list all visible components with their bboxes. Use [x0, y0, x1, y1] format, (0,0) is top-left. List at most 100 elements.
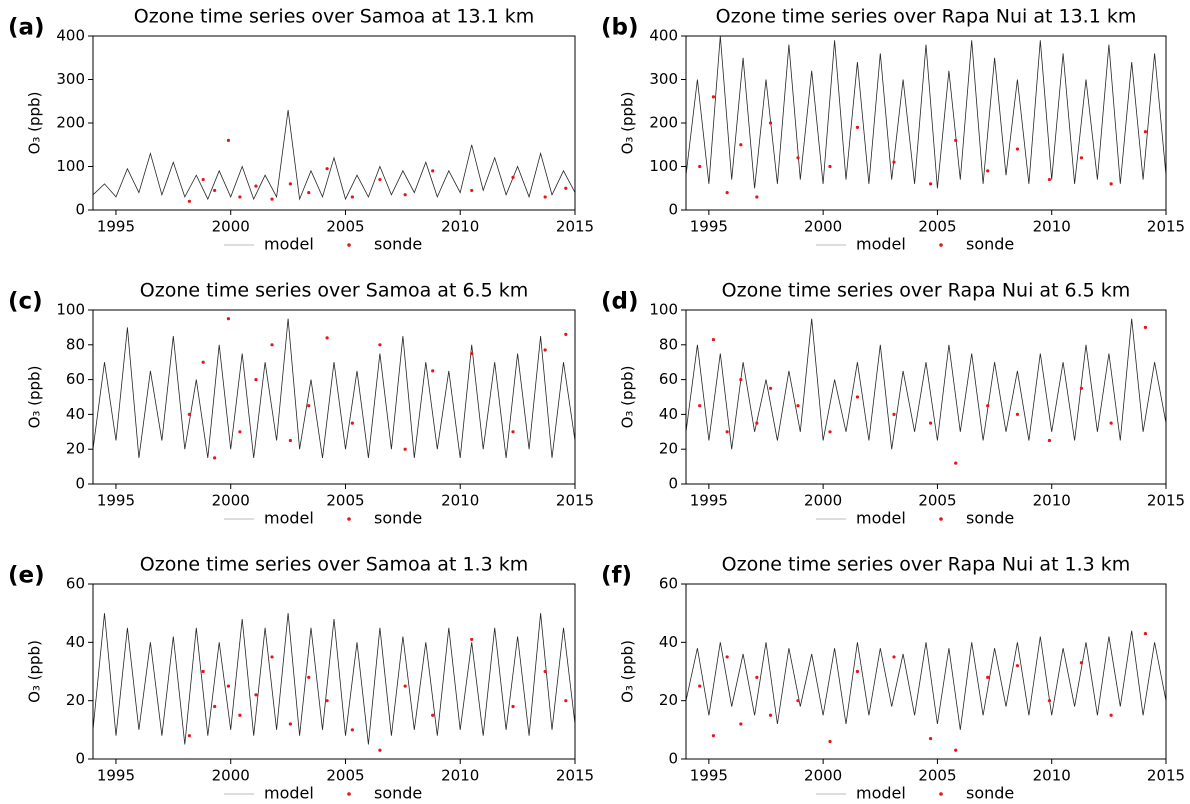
- sonde-point: [213, 188, 217, 193]
- x-tick-label: 2000: [804, 492, 842, 510]
- sonde-point: [543, 195, 547, 199]
- panel: (b) Ozone time series over Rapa Nui at 13…: [601, 6, 1185, 254]
- sonde-point: [739, 722, 743, 726]
- sonde-point: [1079, 386, 1084, 390]
- legend-label: sonde: [966, 784, 1014, 803]
- y-tick-label: 60: [66, 370, 85, 388]
- sonde-point: [350, 421, 354, 425]
- sonde-point: [288, 722, 292, 726]
- y-tick-label: 20: [66, 691, 85, 709]
- sonde-point: [543, 669, 547, 674]
- legend-label: sonde: [374, 784, 422, 803]
- sonde-point: [855, 395, 860, 399]
- sonde-point: [1109, 421, 1113, 425]
- sonde-point: [403, 447, 407, 451]
- chart-title: Ozone time series over Samoa at 6.5 km: [140, 280, 528, 302]
- axes-frame: [685, 309, 1167, 485]
- sonde-point: [288, 182, 292, 186]
- sonde-point: [725, 655, 729, 659]
- sonde-point: [564, 332, 568, 336]
- sonde-point: [213, 704, 217, 709]
- sonde-point: [892, 160, 896, 164]
- y-tick-label: 60: [659, 575, 678, 593]
- x-tick-label: 2015: [1147, 767, 1185, 785]
- plot-area: [686, 36, 1166, 199]
- y-tick-label: 80: [66, 335, 85, 353]
- y-tick-label: 0: [75, 475, 85, 493]
- sonde-point: [187, 412, 191, 416]
- panel-label: (e): [8, 563, 45, 589]
- legend-label: model: [856, 784, 906, 803]
- chart-title: Ozone time series over Rapa Nui at 13.1 …: [716, 6, 1137, 28]
- sonde-point: [768, 121, 773, 125]
- sonde-point: [892, 412, 896, 416]
- model-line: [686, 630, 1166, 730]
- panel-label: (f): [601, 563, 632, 589]
- y-tick-label: 100: [56, 301, 85, 319]
- sonde-point: [1109, 182, 1113, 186]
- sonde-point: [768, 713, 773, 717]
- sonde-point: [1015, 412, 1020, 416]
- y-tick-label: 0: [668, 475, 678, 493]
- axes-frame: [92, 309, 576, 485]
- x-tick-label: 2010: [441, 492, 479, 510]
- x-tick-label: 2000: [804, 767, 842, 785]
- sonde-point: [201, 360, 205, 364]
- x-tick-label: 2015: [1147, 492, 1185, 510]
- sonde-point: [254, 184, 258, 188]
- sonde-point: [403, 193, 407, 197]
- plot-area: [93, 317, 575, 460]
- sonde-point: [254, 693, 258, 697]
- sonde-point: [698, 164, 702, 169]
- sonde-point: [238, 195, 242, 199]
- legend-label: model: [264, 235, 314, 254]
- sonde-point: [739, 143, 743, 147]
- sonde-point: [378, 343, 382, 347]
- y-tick-label: 60: [66, 575, 85, 593]
- panel: (e) Ozone time series over Samoa at 1.3 k…: [8, 554, 594, 803]
- sonde-point: [1015, 147, 1020, 151]
- panel: (c) Ozone time series over Samoa at 6.5 k…: [8, 280, 594, 528]
- x-tick-label: 2005: [918, 218, 956, 236]
- sonde-point: [187, 734, 191, 738]
- sonde-point: [796, 156, 800, 160]
- y-tick-label: 0: [668, 750, 678, 768]
- model-line: [93, 613, 575, 745]
- sonde-point: [1047, 177, 1052, 182]
- sonde-point: [796, 404, 800, 408]
- sonde-point: [828, 164, 832, 169]
- y-axis-label: O₃ (ppb): [26, 366, 44, 429]
- model-line: [93, 109, 575, 201]
- axes-frame: [685, 35, 1167, 211]
- sonde-point: [768, 386, 773, 390]
- x-tick-label: 1995: [97, 218, 135, 236]
- sonde-point: [1109, 713, 1113, 717]
- sonde-point: [350, 195, 354, 199]
- y-axis-label: O₃ (ppb): [26, 92, 44, 155]
- legend-label: sonde: [374, 509, 422, 528]
- sonde-point: [187, 199, 191, 203]
- sonde-point: [1047, 438, 1052, 443]
- x-tick-label: 1995: [690, 767, 728, 785]
- x-tick-label: 2000: [804, 218, 842, 236]
- sonde-point: [928, 182, 933, 186]
- y-tick-label: 300: [56, 70, 85, 88]
- sonde-point: [511, 704, 515, 709]
- y-tick-label: 400: [56, 27, 85, 45]
- x-tick-label: 2010: [1033, 492, 1071, 510]
- sonde-point: [1079, 661, 1084, 665]
- sonde-point: [270, 655, 274, 659]
- y-tick-label: 100: [649, 301, 678, 319]
- sonde-point: [270, 197, 274, 201]
- sonde-point: [698, 404, 702, 408]
- sonde-point: [201, 669, 205, 674]
- x-tick-label: 1995: [97, 492, 135, 510]
- axes-frame: [685, 583, 1167, 760]
- sonde-point: [470, 637, 474, 642]
- panel: (a) Ozone time series over Samoa at 13.1 …: [8, 6, 594, 254]
- sonde-point: [226, 684, 231, 688]
- sonde-point: [711, 337, 716, 342]
- model-line: [686, 36, 1166, 189]
- sonde-point: [954, 748, 958, 752]
